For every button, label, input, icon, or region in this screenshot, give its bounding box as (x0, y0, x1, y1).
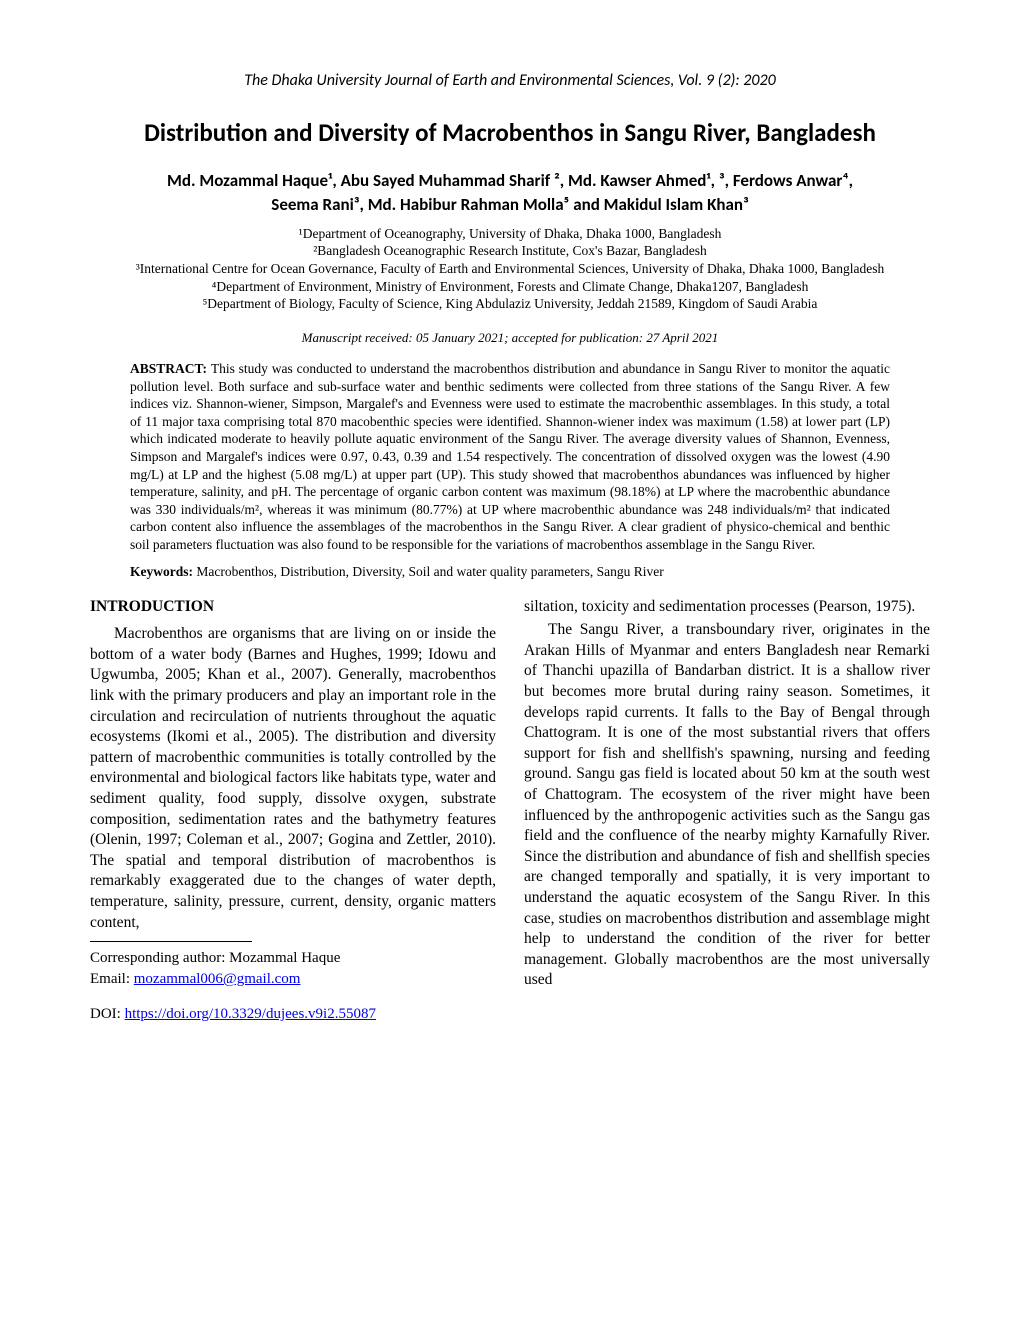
body-para-1b: siltation, toxicity and sedimentation pr… (524, 597, 930, 618)
affiliation-4: ⁴Department of Environment, Ministry of … (90, 278, 930, 296)
section-heading-introduction: INTRODUCTION (90, 597, 496, 618)
authors-line-1: Md. Mozammal Haque¹, Abu Sayed Muhammad … (167, 170, 853, 191)
manuscript-dates: Manuscript received: 05 January 2021; ac… (90, 329, 930, 347)
email-label: Email: (90, 971, 134, 987)
footnote-separator (90, 941, 252, 942)
keywords-label: Keywords: (130, 564, 196, 579)
body-para-1: Macrobenthos are organisms that are livi… (90, 624, 496, 933)
keywords-text: Macrobenthos, Distribution, Diversity, S… (196, 564, 663, 579)
affiliation-2: ²Bangladesh Oceanographic Research Insti… (90, 242, 930, 260)
authors: Md. Mozammal Haque¹, Abu Sayed Muhammad … (90, 169, 930, 217)
affiliation-1: ¹Department of Oceanography, University … (90, 225, 930, 243)
affiliation-5: ⁵Department of Biology, Faculty of Scien… (90, 295, 930, 313)
body-columns: INTRODUCTION Macrobenthos are organisms … (90, 597, 930, 1025)
affiliation-3: ³International Centre for Ocean Governan… (90, 260, 930, 278)
abstract: ABSTRACT: This study was conducted to un… (130, 360, 890, 553)
body-para-2: The Sangu River, a transboundary river, … (524, 620, 930, 991)
abstract-text: This study was conducted to understand t… (130, 361, 890, 551)
journal-header: The Dhaka University Journal of Earth an… (90, 70, 930, 92)
doi-link[interactable]: https://doi.org/10.3329/dujees.v9i2.5508… (125, 1006, 376, 1022)
authors-line-2: Seema Rani³, Md. Habibur Rahman Molla⁵ a… (271, 194, 748, 215)
corresponding-label: Corresponding author: (90, 950, 229, 966)
corresponding-email: Email: mozammal006@gmail.com (90, 969, 496, 990)
corresponding-author: Corresponding author: Mozammal Haque (90, 948, 496, 969)
doi: DOI: https://doi.org/10.3329/dujees.v9i2… (90, 1004, 496, 1025)
article-title: Distribution and Diversity of Macrobenth… (90, 116, 930, 150)
abstract-label: ABSTRACT: (130, 361, 211, 376)
keywords: Keywords: Macrobenthos, Distribution, Di… (130, 563, 890, 581)
doi-label: DOI: (90, 1006, 125, 1022)
email-link[interactable]: mozammal006@gmail.com (134, 971, 301, 987)
corresponding-name: Mozammal Haque (229, 950, 340, 966)
affiliations: ¹Department of Oceanography, University … (90, 225, 930, 313)
